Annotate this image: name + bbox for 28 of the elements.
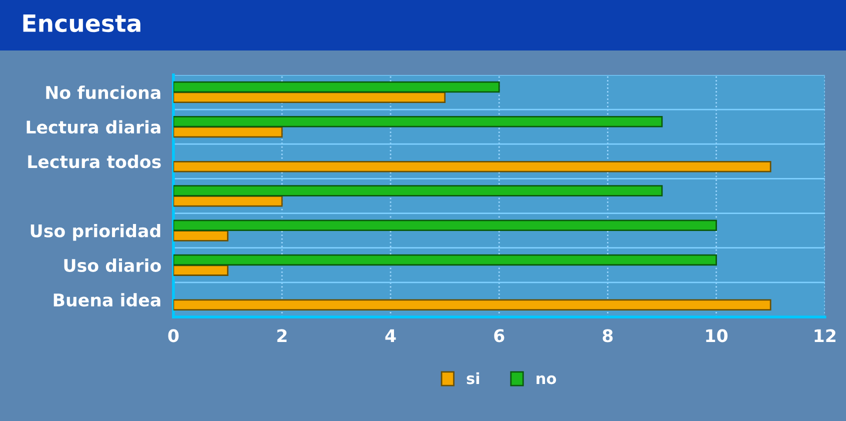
- x-tick-label: 2: [277, 329, 287, 342]
- x-tick-label: 6: [494, 329, 504, 342]
- bar: [173, 196, 283, 207]
- y-tick-label: No funciona: [46, 86, 160, 100]
- y-tick-label: Lectura diaria: [26, 120, 160, 134]
- x-tick-label: 8: [602, 329, 613, 342]
- x-tick-label: 4: [385, 329, 396, 342]
- x-tick-label: 12: [814, 329, 836, 342]
- x-tick-label: 10: [706, 329, 728, 342]
- bar: [173, 230, 228, 242]
- bar: [173, 299, 772, 311]
- bar: [173, 81, 500, 93]
- bar: [173, 185, 663, 196]
- y-tick-label: Lectura todos: [28, 154, 161, 168]
- y-tick-label: Uso diario: [64, 258, 161, 272]
- bar: [173, 92, 446, 104]
- bar: [173, 126, 283, 138]
- bar: [173, 220, 717, 231]
- legend-label: si: [466, 372, 480, 384]
- bar: [173, 254, 717, 266]
- bar: [173, 264, 228, 276]
- legend-label: no: [536, 375, 556, 384]
- y-tick-label: Buena idea: [54, 293, 160, 307]
- bar: [173, 160, 772, 172]
- y-tick-label: Uso prioridad: [30, 224, 160, 241]
- chart-title: Encuesta: [23, 14, 140, 32]
- bar: [173, 116, 663, 128]
- x-tick-label: 0: [168, 329, 179, 342]
